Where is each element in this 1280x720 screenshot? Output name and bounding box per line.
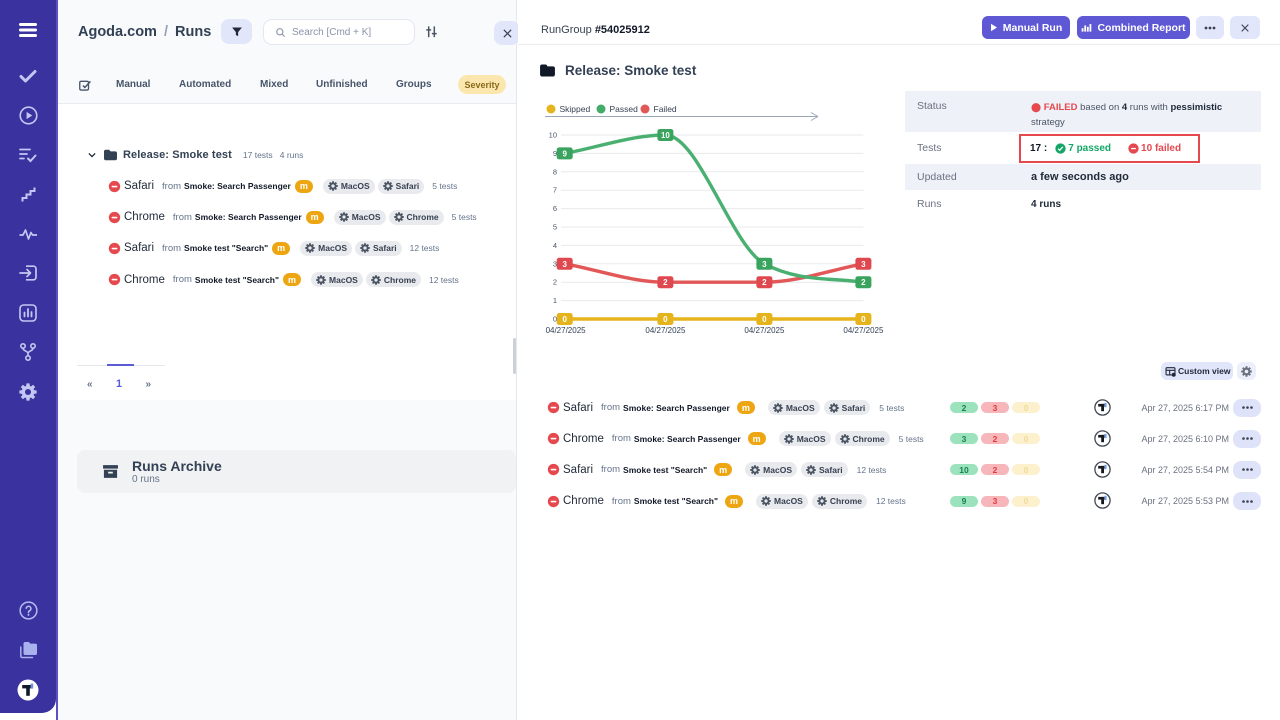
svg-text:10: 10 [661,131,670,140]
svg-text:04/27/2025: 04/27/2025 [744,326,785,335]
svg-text:3: 3 [553,259,557,268]
svg-text:2: 2 [663,278,668,287]
svg-text:0: 0 [553,315,557,324]
svg-text:0: 0 [762,315,767,324]
svg-text:9: 9 [553,149,557,158]
svg-text:1: 1 [553,296,557,305]
svg-text:0: 0 [663,315,668,324]
svg-text:Passed: Passed [610,104,639,114]
svg-text:8: 8 [553,167,557,176]
svg-text:9: 9 [562,149,567,158]
svg-text:3: 3 [861,260,866,269]
svg-text:2: 2 [861,278,866,287]
svg-text:Skipped: Skipped [560,104,591,114]
svg-text:04/27/2025: 04/27/2025 [546,326,587,335]
svg-text:3: 3 [762,260,767,269]
svg-text:3: 3 [562,260,567,269]
svg-text:2: 2 [553,278,557,287]
svg-text:Failed: Failed [654,104,677,114]
svg-text:0: 0 [861,315,866,324]
svg-text:6: 6 [553,204,557,213]
svg-text:7: 7 [553,186,557,195]
svg-text:10: 10 [549,131,557,140]
svg-text:04/27/2025: 04/27/2025 [645,326,686,335]
svg-text:0: 0 [562,315,567,324]
svg-text:4: 4 [553,241,557,250]
svg-text:04/27/2025: 04/27/2025 [843,326,884,335]
svg-text:2: 2 [762,278,767,287]
svg-text:5: 5 [553,223,557,232]
